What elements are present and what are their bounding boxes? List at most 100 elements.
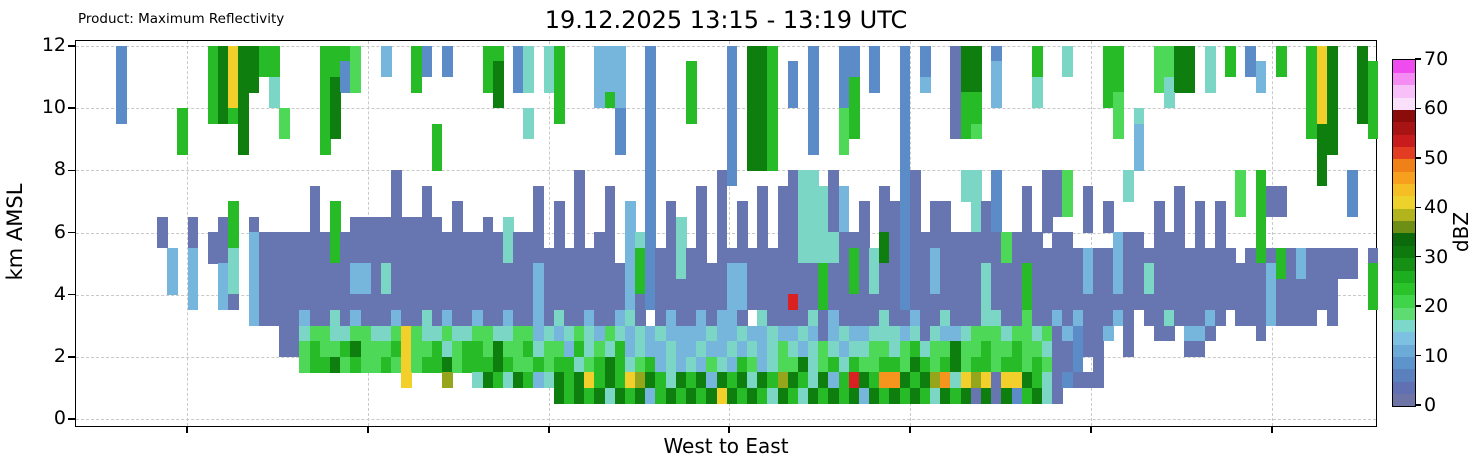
reflectivity-cell [391, 232, 402, 249]
reflectivity-cell [309, 278, 321, 295]
reflectivity-cell [1255, 263, 1267, 280]
reflectivity-cell [441, 341, 453, 358]
reflectivity-cell [1082, 325, 1094, 342]
reflectivity-cell [1042, 341, 1053, 358]
reflectivity-cell [218, 263, 229, 280]
reflectivity-cell [1153, 201, 1165, 218]
reflectivity-cell [441, 263, 453, 280]
reflectivity-cell [675, 387, 687, 404]
reflectivity-cell [1062, 263, 1074, 280]
reflectivity-cell [248, 45, 260, 62]
reflectivity-cell [991, 92, 1002, 109]
reflectivity-cell [553, 76, 565, 93]
reflectivity-cell [950, 92, 962, 109]
reflectivity-cell [991, 278, 1002, 295]
reflectivity-cell [1113, 123, 1124, 140]
colorbar-band [1393, 381, 1415, 395]
reflectivity-cell [1204, 247, 1216, 264]
reflectivity-cell [1062, 201, 1074, 218]
reflectivity-cell [482, 356, 494, 373]
reflectivity-cell [726, 387, 738, 404]
reflectivity-cell [614, 92, 626, 109]
reflectivity-cell [940, 310, 952, 326]
reflectivity-cell [513, 45, 524, 62]
reflectivity-cell [1153, 325, 1165, 342]
reflectivity-cell [767, 76, 779, 93]
reflectivity-cell [787, 92, 799, 109]
reflectivity-cell [1103, 263, 1114, 280]
reflectivity-cell [248, 294, 260, 311]
reflectivity-cell [665, 387, 677, 404]
reflectivity-cell [1174, 247, 1186, 264]
reflectivity-cell [523, 372, 535, 389]
reflectivity-cell [757, 325, 768, 342]
reflectivity-cell [1072, 263, 1084, 280]
reflectivity-cell [1275, 294, 1287, 311]
reflectivity-cell [624, 294, 636, 311]
reflectivity-cell [218, 247, 229, 264]
reflectivity-cell [1052, 170, 1063, 187]
reflectivity-cell [319, 294, 331, 311]
reflectivity-cell [1306, 294, 1318, 311]
reflectivity-cell [1042, 263, 1053, 280]
reflectivity-cell [838, 139, 850, 155]
reflectivity-cell [818, 341, 829, 358]
reflectivity-cell [1184, 325, 1196, 342]
gridline [76, 108, 1376, 110]
reflectivity-cell [452, 310, 463, 326]
reflectivity-cell [1275, 278, 1287, 295]
reflectivity-cell [329, 123, 341, 140]
reflectivity-cell [1214, 247, 1226, 264]
reflectivity-cell [930, 310, 941, 326]
reflectivity-cell [370, 247, 382, 264]
reflectivity-cell [1092, 310, 1104, 326]
reflectivity-cell [686, 76, 697, 93]
reflectivity-cell [899, 61, 911, 78]
reflectivity-cell [1174, 216, 1186, 233]
reflectivity-cell [187, 263, 199, 280]
reflectivity-cell [553, 201, 565, 218]
reflectivity-cell [960, 387, 972, 404]
reflectivity-cell [1133, 263, 1145, 280]
reflectivity-cell [594, 232, 606, 249]
reflectivity-cell [268, 232, 280, 249]
reflectivity-cell [380, 310, 392, 326]
reflectivity-cell [319, 356, 331, 373]
reflectivity-cell [452, 201, 463, 218]
reflectivity-cell [1103, 325, 1114, 342]
reflectivity-cell [848, 263, 860, 280]
colorbar-tick-label: 60 [1424, 97, 1449, 120]
reflectivity-cell [879, 387, 891, 404]
reflectivity-cell [970, 61, 982, 78]
reflectivity-cell [889, 216, 901, 233]
reflectivity-cell [747, 387, 758, 404]
reflectivity-cell [980, 232, 992, 249]
reflectivity-cell [1265, 185, 1277, 202]
reflectivity-cell [1001, 372, 1013, 389]
reflectivity-cell [411, 232, 423, 249]
reflectivity-cell [574, 232, 585, 249]
reflectivity-cell [858, 278, 870, 295]
y-tick-label: 10 [41, 96, 66, 119]
reflectivity-cell [899, 232, 911, 249]
reflectivity-cell [808, 247, 819, 264]
reflectivity-cell [848, 325, 860, 342]
reflectivity-cell [991, 387, 1002, 404]
reflectivity-cell [1092, 278, 1104, 295]
reflectivity-cell [543, 325, 555, 342]
reflectivity-cell [1214, 310, 1226, 326]
reflectivity-cell [289, 325, 301, 342]
reflectivity-cell [787, 263, 799, 280]
reflectivity-cell [574, 201, 585, 218]
reflectivity-cell [452, 278, 463, 295]
reflectivity-cell [543, 76, 555, 93]
reflectivity-cell [574, 294, 585, 311]
reflectivity-cell [1245, 263, 1257, 280]
reflectivity-cell [777, 278, 789, 295]
reflectivity-cell [1184, 45, 1196, 62]
reflectivity-cell [1275, 45, 1287, 62]
reflectivity-cell [777, 341, 789, 358]
reflectivity-cell [1052, 341, 1063, 358]
reflectivity-cell [675, 325, 687, 342]
reflectivity-cell [818, 263, 829, 280]
